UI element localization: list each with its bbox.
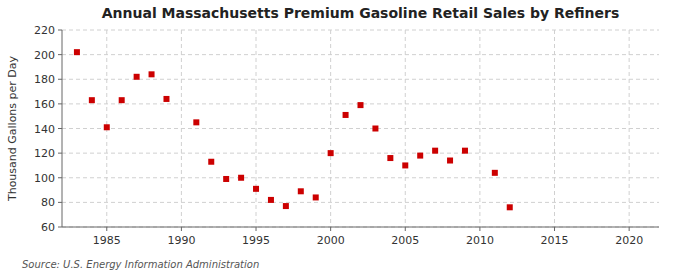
grid-line bbox=[62, 153, 659, 154]
tick-label: 2010 bbox=[466, 234, 494, 247]
grid bbox=[62, 30, 659, 227]
y-axis-line bbox=[62, 30, 63, 227]
y-axis-label: Thousand Gallons per Day bbox=[6, 55, 19, 202]
points bbox=[74, 49, 513, 210]
grid-line bbox=[554, 30, 555, 227]
tick-label: 2020 bbox=[615, 234, 643, 247]
tick-label: 1995 bbox=[242, 234, 270, 247]
point bbox=[268, 197, 274, 203]
axes: 60 80 100 120 140 160 180 200 220 1985 1990 1995 200… bbox=[34, 24, 659, 247]
tick-mark bbox=[58, 54, 62, 55]
tick-mark bbox=[58, 103, 62, 104]
point bbox=[402, 162, 408, 168]
tick-mark bbox=[181, 227, 182, 231]
grid-line bbox=[405, 30, 406, 227]
point bbox=[387, 155, 393, 161]
grid-line bbox=[62, 128, 659, 129]
tick-mark bbox=[479, 227, 480, 231]
tick-mark bbox=[58, 177, 62, 178]
point bbox=[358, 102, 364, 108]
tick-mark bbox=[58, 30, 62, 31]
tick-label: 140 bbox=[34, 123, 55, 136]
point bbox=[74, 49, 80, 55]
tick-label: 120 bbox=[34, 147, 55, 160]
grid-line bbox=[62, 30, 659, 31]
grid-line bbox=[62, 79, 659, 80]
point bbox=[432, 148, 438, 154]
tick-label: 160 bbox=[34, 98, 55, 111]
point bbox=[492, 170, 498, 176]
point bbox=[462, 148, 468, 154]
tick-label: 100 bbox=[34, 172, 55, 185]
tick-mark bbox=[58, 128, 62, 129]
point bbox=[104, 124, 110, 130]
tick-mark bbox=[58, 79, 62, 80]
point bbox=[328, 150, 334, 156]
point bbox=[343, 112, 349, 118]
point bbox=[298, 188, 304, 194]
point bbox=[163, 96, 169, 102]
grid-line bbox=[62, 202, 659, 203]
tick-mark bbox=[629, 227, 630, 231]
point bbox=[447, 158, 453, 164]
grid-line bbox=[62, 227, 659, 228]
x-axis-line bbox=[62, 227, 659, 228]
point bbox=[193, 119, 199, 125]
tick-label: 60 bbox=[41, 221, 55, 234]
tick-mark bbox=[330, 227, 331, 231]
tick-label: 2005 bbox=[391, 234, 419, 247]
point bbox=[119, 97, 125, 103]
point bbox=[313, 194, 319, 200]
tick-label: 1990 bbox=[167, 234, 195, 247]
title: Annual Massachusetts Premium Gasoline Re… bbox=[102, 5, 620, 21]
grid-line bbox=[629, 30, 630, 227]
tick-label: 2015 bbox=[541, 234, 569, 247]
tick-mark bbox=[58, 227, 62, 228]
grid-line bbox=[479, 30, 480, 227]
tick-mark bbox=[58, 153, 62, 154]
grid-line bbox=[330, 30, 331, 227]
tick-mark bbox=[106, 227, 107, 231]
point bbox=[238, 175, 244, 181]
tick-mark bbox=[58, 202, 62, 203]
point bbox=[283, 203, 289, 209]
tick-mark bbox=[256, 227, 257, 231]
tick-label: 80 bbox=[41, 196, 55, 209]
tick-mark bbox=[405, 227, 406, 231]
tick-label: 1985 bbox=[93, 234, 121, 247]
point bbox=[223, 176, 229, 182]
point bbox=[149, 71, 155, 77]
point bbox=[89, 97, 95, 103]
point bbox=[417, 153, 423, 159]
tick-label: 180 bbox=[34, 73, 55, 86]
source-note: Source: U.S. Energy Information Administ… bbox=[22, 259, 259, 270]
grid-line bbox=[256, 30, 257, 227]
chart-container: Annual Massachusetts Premium Gasoline Re… bbox=[0, 0, 675, 275]
tick-mark bbox=[554, 227, 555, 231]
point bbox=[134, 74, 140, 80]
tick-label: 2000 bbox=[317, 234, 345, 247]
point bbox=[208, 159, 214, 165]
point bbox=[507, 204, 513, 210]
grid-line bbox=[62, 54, 659, 55]
grid-line bbox=[62, 177, 659, 178]
point bbox=[372, 126, 378, 132]
point bbox=[253, 186, 259, 192]
tick-label: 220 bbox=[34, 24, 55, 37]
tick-label: 200 bbox=[34, 49, 55, 62]
grid-line bbox=[181, 30, 182, 227]
chart: Annual Massachusetts Premium Gasoline Re… bbox=[0, 0, 675, 275]
